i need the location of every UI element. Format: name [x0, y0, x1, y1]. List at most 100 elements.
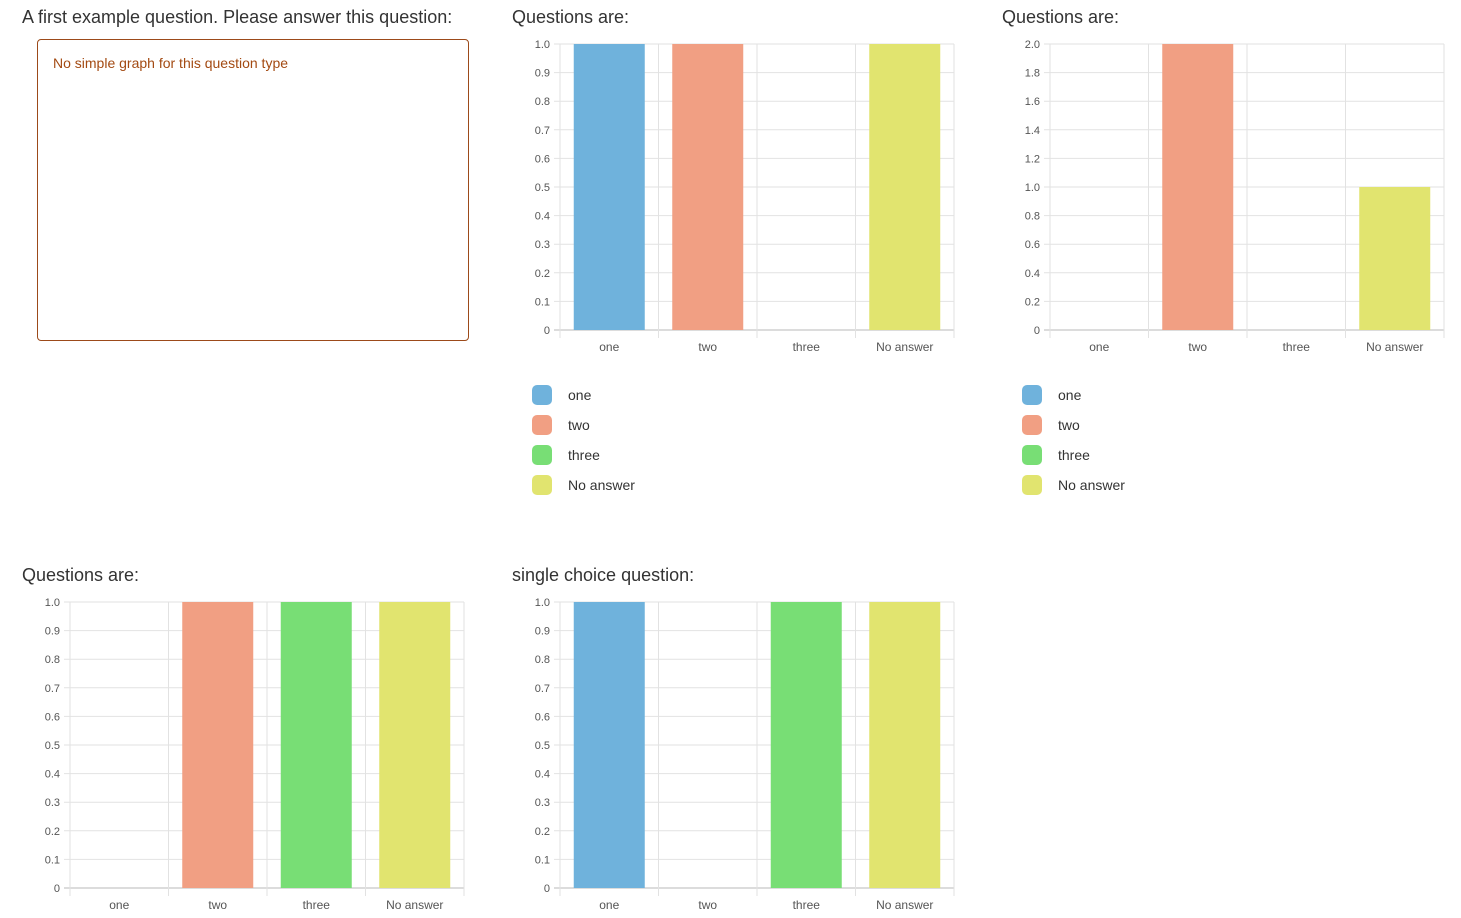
legend-label: No answer: [568, 477, 635, 493]
bar-three: [770, 602, 842, 888]
y-tick-label: 0.7: [535, 125, 550, 137]
y-tick-label: 0.9: [535, 626, 550, 638]
y-tick-label: 0.9: [45, 626, 60, 638]
y-tick-label: 0.3: [535, 239, 550, 251]
legend-label: three: [568, 447, 600, 463]
y-tick-label: 0: [54, 883, 60, 895]
legend-label: one: [1058, 387, 1082, 403]
x-tick-label: two: [698, 898, 717, 912]
panel-title: A first example question. Please answer …: [22, 7, 453, 27]
x-tick-label: No answer: [1366, 340, 1423, 354]
x-tick-label: two: [698, 340, 717, 354]
y-tick-label: 0.2: [535, 268, 550, 280]
bar-two: [672, 44, 744, 330]
y-tick-label: 0.3: [45, 797, 60, 809]
y-tick-label: 0.7: [535, 683, 550, 695]
x-tick-label: three: [303, 898, 331, 912]
y-tick-label: 0.8: [535, 96, 550, 108]
y-tick-label: 0.1: [535, 854, 550, 866]
legend-swatch: [1022, 445, 1042, 465]
y-tick-label: 0: [544, 325, 550, 337]
x-tick-label: two: [208, 898, 227, 912]
chart-legend: one two three No answer: [532, 380, 635, 500]
legend-item[interactable]: three: [532, 440, 635, 470]
legend-swatch: [532, 415, 552, 435]
panel-title: Questions are:: [1002, 7, 1120, 27]
bar-two: [1162, 44, 1234, 330]
panel-title: Questions are:: [512, 7, 630, 27]
y-tick-label: 1.0: [535, 39, 550, 51]
x-tick-label: No answer: [876, 898, 933, 912]
x-tick-label: one: [109, 898, 129, 912]
y-tick-label: 1.2: [1025, 153, 1040, 165]
y-tick-label: 0.4: [1025, 268, 1040, 280]
x-tick-label: two: [1188, 340, 1207, 354]
y-tick-label: 0.7: [45, 683, 60, 695]
y-tick-label: 0.4: [535, 769, 550, 781]
x-tick-label: three: [793, 340, 821, 354]
no-graph-notice: No simple graph for this question type: [37, 39, 469, 341]
x-tick-label: No answer: [386, 898, 443, 912]
legend-item[interactable]: No answer: [532, 470, 635, 500]
legend-item[interactable]: two: [532, 410, 635, 440]
y-tick-label: 0.5: [45, 740, 60, 752]
y-tick-label: 1.6: [1025, 96, 1040, 108]
y-tick-label: 0.5: [535, 740, 550, 752]
panel-title: Questions are:: [22, 565, 140, 585]
y-tick-label: 0: [1034, 325, 1040, 337]
y-tick-label: 0: [544, 883, 550, 895]
legend-item[interactable]: No answer: [1022, 470, 1125, 500]
bar-no-answer: [379, 602, 451, 888]
x-tick-label: No answer: [876, 340, 933, 354]
bar-one: [573, 44, 645, 330]
x-tick-label: one: [1089, 340, 1109, 354]
legend-label: three: [1058, 447, 1090, 463]
y-tick-label: 0.8: [45, 654, 60, 666]
y-tick-label: 0.6: [535, 711, 550, 723]
y-tick-label: 0.6: [1025, 239, 1040, 251]
y-tick-label: 0.6: [45, 711, 60, 723]
no-graph-notice-text: No simple graph for this question type: [53, 55, 289, 71]
legend-swatch: [1022, 385, 1042, 405]
bar-no-answer: [869, 44, 941, 330]
legend-item[interactable]: three: [1022, 440, 1125, 470]
y-tick-label: 2.0: [1025, 39, 1040, 51]
legend-item[interactable]: two: [1022, 410, 1125, 440]
legend-swatch: [1022, 475, 1042, 495]
y-tick-label: 1.0: [45, 597, 60, 609]
chart-legend: one two three No answer: [1022, 380, 1125, 500]
legend-label: two: [1058, 417, 1080, 433]
bar-no-answer: [1359, 187, 1431, 330]
y-tick-label: 0.2: [1025, 296, 1040, 308]
x-tick-label: one: [599, 898, 619, 912]
bar-one: [573, 602, 645, 888]
legend-item[interactable]: one: [532, 380, 635, 410]
y-tick-label: 0.8: [1025, 211, 1040, 223]
y-tick-label: 0.3: [535, 797, 550, 809]
legend-swatch: [532, 445, 552, 465]
bar-two: [182, 602, 254, 888]
legend-label: No answer: [1058, 477, 1125, 493]
legend-swatch: [532, 385, 552, 405]
bar-no-answer: [869, 602, 941, 888]
y-tick-label: 0.1: [535, 296, 550, 308]
panel-title: single choice question:: [512, 565, 695, 585]
legend-item[interactable]: one: [1022, 380, 1125, 410]
legend-label: one: [568, 387, 592, 403]
y-tick-label: 0.6: [535, 153, 550, 165]
legend-swatch: [532, 475, 552, 495]
x-tick-label: three: [793, 898, 821, 912]
y-tick-label: 0.8: [535, 654, 550, 666]
y-tick-label: 0.4: [45, 769, 60, 781]
bar-chart: 2.0 1.8 1.6 1.4 1.2 1.0 0.8 0.6 0.4 0.2 0 one two thr…: [1025, 39, 1445, 354]
legend-label: two: [568, 417, 590, 433]
y-tick-label: 1.0: [535, 597, 550, 609]
y-tick-label: 0.4: [535, 211, 550, 223]
y-tick-label: 1.0: [1025, 182, 1040, 194]
y-tick-label: 0.5: [535, 182, 550, 194]
y-tick-label: 1.8: [1025, 68, 1040, 80]
x-tick-label: one: [599, 340, 619, 354]
